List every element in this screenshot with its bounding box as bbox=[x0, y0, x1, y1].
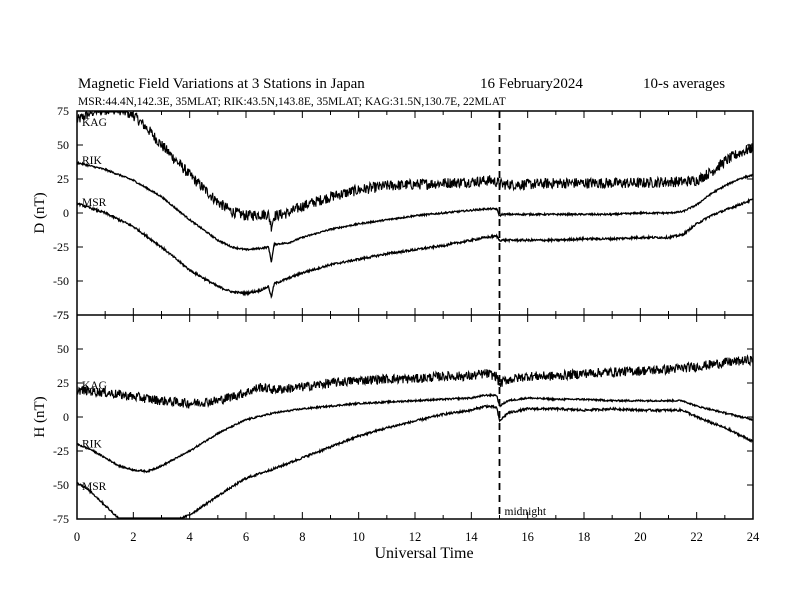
x-tick-label: 2 bbox=[130, 530, 136, 544]
x-tick-label: 6 bbox=[243, 530, 249, 544]
y-tick-label: -75 bbox=[53, 512, 69, 526]
midnight-label: midnight bbox=[505, 506, 547, 518]
x-tick-label: 16 bbox=[521, 530, 534, 544]
y-tick-label: 50 bbox=[57, 342, 69, 356]
y-tick-label: 0 bbox=[63, 410, 69, 424]
y-tick-label: 25 bbox=[57, 376, 69, 390]
x-tick-label: 20 bbox=[634, 530, 647, 544]
series-label-msr: MSR bbox=[82, 481, 107, 493]
x-tick-label: 0 bbox=[74, 530, 80, 544]
x-tick-label: 4 bbox=[187, 530, 194, 544]
series-label-rik: RIK bbox=[82, 439, 103, 451]
y-tick-label: 50 bbox=[57, 138, 69, 152]
series-line-rik bbox=[76, 160, 754, 263]
series-label-kag: KAG bbox=[82, 380, 107, 392]
chart-date: 16 February2024 bbox=[480, 76, 583, 92]
series-label-rik: RIK bbox=[82, 155, 103, 167]
series-line-kag bbox=[76, 109, 754, 232]
d-axis-title: D (nT) bbox=[32, 192, 48, 233]
x-tick-label: 24 bbox=[747, 530, 760, 544]
series-layer: KAG RIK MSR KAG RIK MSR bbox=[76, 109, 754, 520]
y-tick-label: 0 bbox=[63, 206, 69, 220]
x-axis-title: Universal Time bbox=[374, 545, 473, 562]
series-line-msr bbox=[76, 403, 754, 520]
y-tick-label: 75 bbox=[57, 104, 69, 118]
x-tick-label: 12 bbox=[409, 530, 422, 544]
h-axis-title: H (nT) bbox=[32, 396, 48, 437]
series-label-msr: MSR bbox=[82, 197, 107, 209]
series-line-rik bbox=[76, 392, 754, 474]
x-tick-label: 8 bbox=[299, 530, 305, 544]
y-tick-label: -75 bbox=[53, 308, 69, 322]
y-tick-label: -25 bbox=[53, 444, 69, 458]
station-coordinates: MSR:44.4N,142.3E, 35MLAT; RIK:43.5N,143.… bbox=[78, 96, 506, 108]
x-tick-label: 14 bbox=[465, 530, 478, 544]
y-tick-label: -50 bbox=[53, 478, 69, 492]
x-tick-label: 18 bbox=[578, 530, 591, 544]
y-tick-label: -25 bbox=[53, 240, 69, 254]
y-tick-label: 75 bbox=[57, 308, 69, 322]
series-line-msr bbox=[76, 197, 754, 299]
x-tick-label: 10 bbox=[352, 530, 365, 544]
y-tick-label: -50 bbox=[53, 274, 69, 288]
series-label-kag: KAG bbox=[82, 117, 107, 129]
series-line-kag bbox=[76, 354, 754, 409]
chart-averaging: 10-s averages bbox=[643, 76, 725, 92]
x-tick-label: 22 bbox=[690, 530, 703, 544]
y-tick-label: 25 bbox=[57, 172, 69, 186]
chart-title: Magnetic Field Variations at 3 Stations … bbox=[78, 76, 365, 92]
